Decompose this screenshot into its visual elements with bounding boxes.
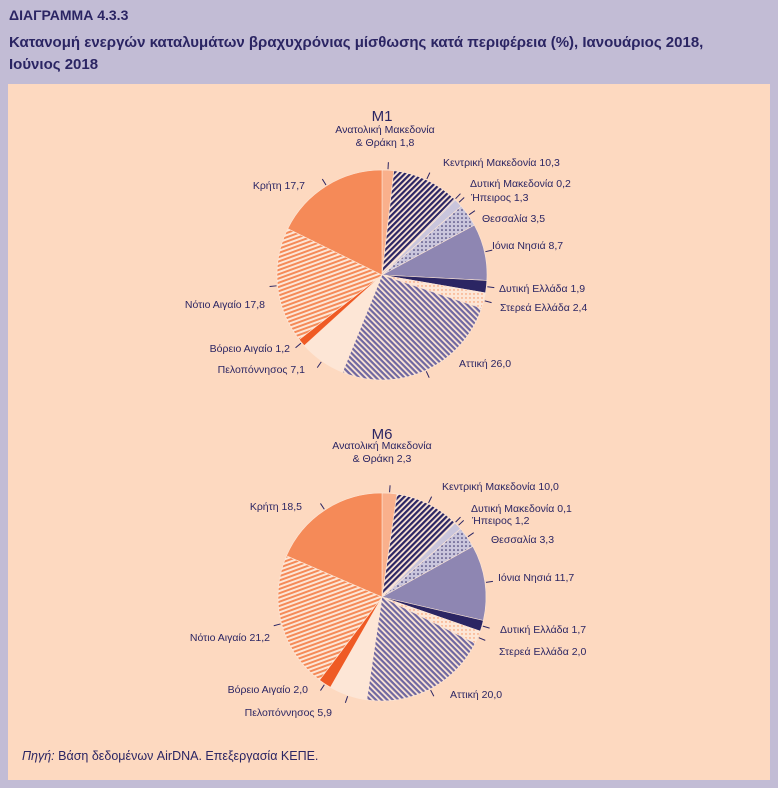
slice-label: Κρήτη 18,5 (250, 501, 302, 513)
slice-label: Ιόνια Νησιά 8,7 (492, 240, 563, 252)
slice-label: Κεντρική Μακεδονία 10,3 (443, 157, 560, 169)
leader-line (344, 696, 349, 703)
leader-line (458, 520, 465, 526)
slice-label: Νότιο Αιγαίο 17,8 (185, 299, 265, 311)
slice-label: Στερεά Ελλάδα 2,0 (499, 646, 586, 658)
leader-line (455, 516, 461, 523)
leader-line (273, 623, 281, 627)
slice-label: Ιόνια Νησιά 11,7 (498, 572, 574, 584)
leader-line (426, 172, 431, 180)
source-text: Βάση δεδομένων AirDNA. Επεξεργασία ΚΕΠΕ. (54, 749, 319, 763)
leader-line (321, 178, 327, 186)
slice-label: Πελοπόννησος 7,1 (218, 364, 306, 376)
chart-title-m6: M6 (372, 426, 393, 443)
figure-title: Κατανομή ενεργών καταλυμάτων βραχυχρόνια… (9, 34, 704, 73)
pie-slice (286, 492, 383, 598)
leader-line (484, 300, 492, 304)
leader-line (320, 684, 325, 691)
figure-label: ΔΙΑΓΡΑΜΜΑ 4.3.3 (9, 7, 129, 23)
slice-label: Ήπειρος 1,3 (470, 192, 529, 204)
leader-line (482, 625, 490, 629)
leader-line (430, 689, 435, 697)
pie-slice (366, 596, 476, 702)
slice-label: Θεσσαλία 3,5 (482, 213, 545, 225)
leader-line (485, 580, 493, 583)
slice-label: Αττική 20,0 (450, 689, 502, 701)
source-note: Πηγή: Βάση δεδομένων AirDNA. Επεξεργασία… (22, 749, 318, 763)
slice-label: Αττική 26,0 (459, 358, 511, 370)
leader-line (458, 197, 465, 203)
pie-slice (287, 169, 383, 276)
slice-label: Δυτική Ελλάδα 1,7 (500, 624, 586, 636)
slice-label: Θεσσαλία 3,3 (491, 534, 554, 546)
leader-line (269, 285, 277, 288)
slice-label: Νότιο Αιγαίο 21,2 (190, 632, 270, 644)
leader-line (428, 496, 433, 504)
leader-line (425, 371, 430, 378)
leader-line (320, 503, 325, 510)
leader-line (389, 485, 391, 493)
slice-label: Ανατολική Μακεδονία (332, 440, 431, 452)
source-prefix: Πηγή: (22, 749, 55, 763)
leader-line (478, 637, 486, 641)
slice-label: Κεντρική Μακεδονία 10,0 (442, 481, 559, 493)
slice-label: Δυτική Ελλάδα 1,9 (499, 283, 585, 295)
slice-label: Στερεά Ελλάδα 2,4 (500, 302, 587, 314)
slice-label: Ήπειρος 1,2 (471, 515, 530, 527)
slice-label: Πελοπόννησος 5,9 (245, 707, 333, 719)
leader-line (485, 249, 493, 253)
leader-line (467, 532, 474, 538)
pie-slice (276, 228, 383, 340)
slice-label: Βόρειο Αιγαίο 1,2 (210, 343, 291, 355)
slice-label: Δυτική Μακεδονία 0,2 (470, 178, 571, 190)
leader-line (295, 342, 302, 349)
pie-slice (381, 546, 487, 621)
pie-slice (341, 274, 482, 381)
slice-label: & Θράκη 1,8 (356, 137, 415, 149)
leader-line (487, 286, 495, 289)
leader-line (316, 361, 322, 368)
slice-label: Κρήτη 17,7 (253, 180, 305, 192)
chart-title-m1: M1 (372, 108, 393, 125)
slice-label: Δυτική Μακεδονία 0,1 (471, 503, 572, 515)
slice-label: & Θράκη 2,3 (353, 453, 412, 465)
leader-line (455, 193, 461, 200)
leader-line (468, 210, 476, 216)
slice-label: Ανατολική Μακεδονία (335, 124, 434, 136)
pie-slice (277, 555, 383, 681)
slice-label: Βόρειο Αιγαίο 2,0 (228, 684, 309, 696)
